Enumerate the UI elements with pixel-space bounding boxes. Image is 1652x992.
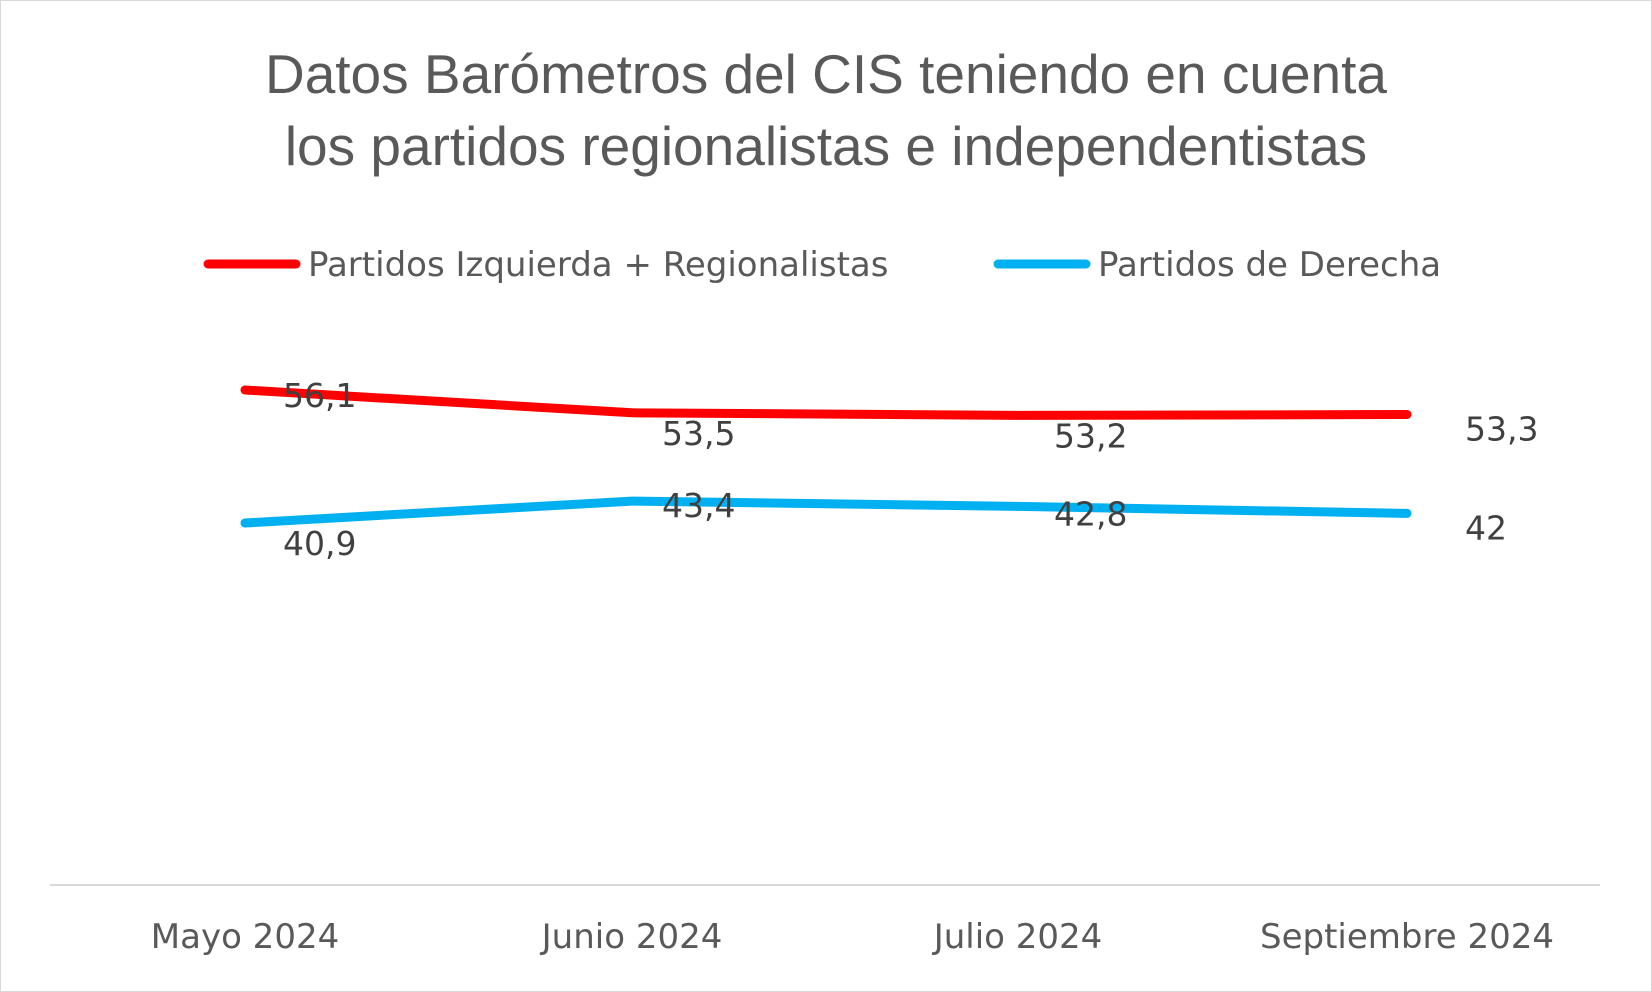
data-label: 53,2 — [1054, 416, 1127, 455]
x-axis-tick-labels: Mayo 2024 Junio 2024 Julio 2024 Septiembre … — [151, 917, 1554, 957]
data-label: 40,9 — [283, 524, 356, 563]
legend-label-2: Partidos de Derecha — [1098, 245, 1441, 285]
data-label: 43,4 — [662, 486, 735, 525]
series-lines — [240, 385, 1412, 528]
data-label: 53,3 — [1465, 410, 1538, 449]
x-tick-label: Mayo 2024 — [151, 917, 339, 957]
series-line-1 — [240, 385, 1412, 420]
x-tick-label: Septiembre 2024 — [1260, 917, 1554, 957]
legend: Partidos Izquierda + Regionalistas Partid… — [203, 245, 1441, 285]
data-label: 42 — [1465, 508, 1507, 547]
series-line-2 — [240, 496, 1412, 528]
data-label: 53,5 — [662, 414, 735, 453]
data-labels: 56,1 53,5 53,2 53,3 40,9 43,4 42,8 42 — [283, 376, 1538, 563]
x-tick-label: Julio 2024 — [932, 917, 1103, 957]
chart-title: Datos Barómetros del CIS teniendo en cue… — [0, 38, 1652, 182]
data-label: 56,1 — [283, 376, 356, 415]
legend-label-1: Partidos Izquierda + Regionalistas — [308, 245, 888, 285]
chart-title-line-1: Datos Barómetros del CIS teniendo en cue… — [264, 43, 1388, 105]
chart-title-line-2: los partidos regionalistas e independent… — [284, 115, 1368, 177]
x-tick-label: Junio 2024 — [540, 917, 723, 957]
data-label: 42,8 — [1054, 494, 1127, 533]
